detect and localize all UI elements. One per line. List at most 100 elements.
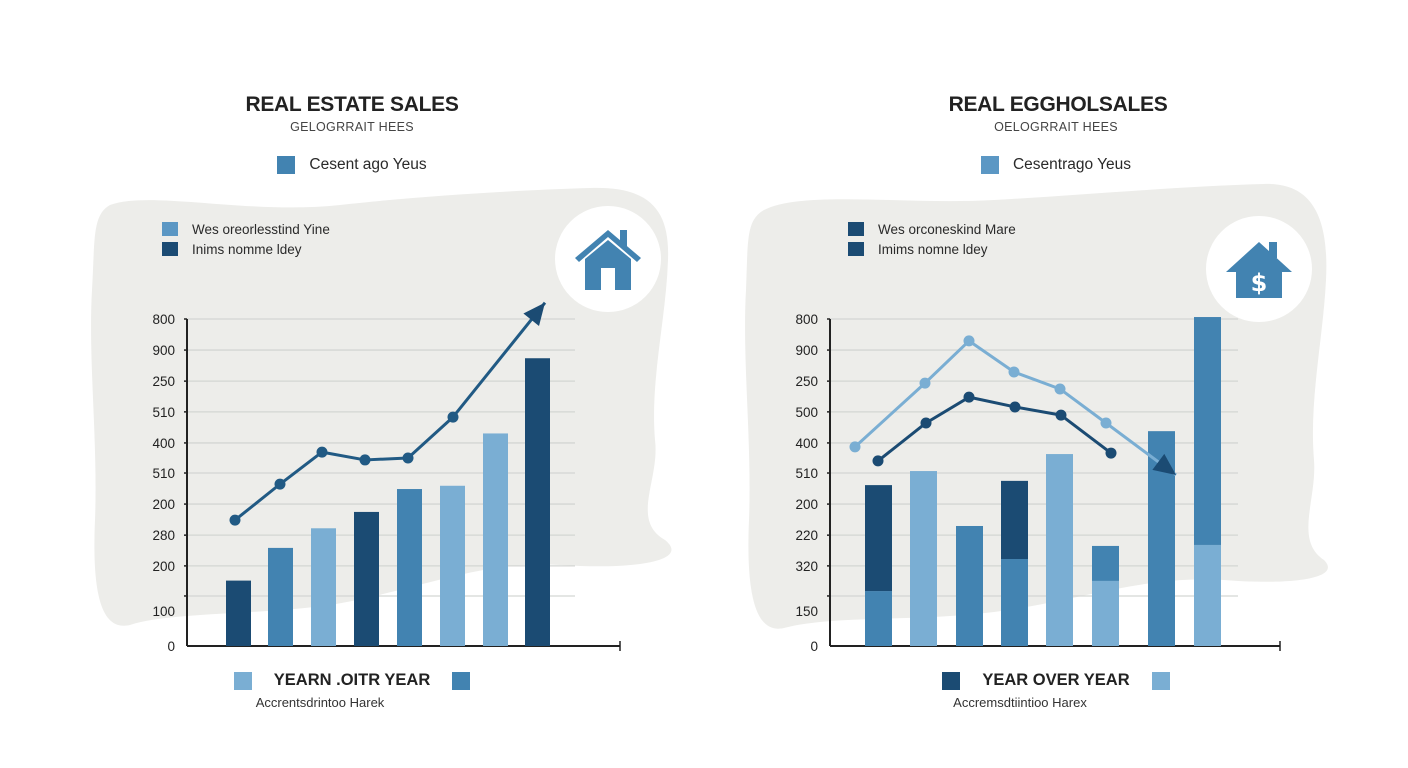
inner-legend-swatch [162,242,178,256]
y-tick-label: 200 [152,559,175,574]
bar [397,489,422,646]
inner-legend-label: Imims nomne ldey [878,241,988,257]
inner-legend: Wes oreorlesstind Yine Inims nomme ldey [162,219,330,259]
data-point [402,452,414,464]
left-chart-panel: REAL ESTATE SALES GELOGRRAIT HEES Cesent… [91,93,672,710]
inner-legend-item: Wes orconeskind Mare [848,219,1016,239]
bar-segment-top [1194,317,1221,545]
bar-segment-bottom [910,471,937,646]
house-dollar-icon-badge: $ [1206,216,1312,322]
chart-plot-area: 800 900 250 500 400 510 200 220 320 150 0 [795,312,1281,654]
data-point [920,417,932,429]
chart-subtitle: GELOGRRAIT HEES [290,120,414,134]
inner-legend-item: Imims nomne ldey [848,239,1016,259]
bar [440,485,465,646]
right-chart-panel: REAL EGGHOLSALES OELOGRRAIT HEES Cesentr… [704,0,1408,768]
y-tick-label: 500 [795,405,818,420]
y-tick-label: 200 [152,497,175,512]
top-legend-swatch [277,156,296,174]
data-point [274,478,286,490]
data-point [849,441,861,453]
bottom-legend: YEAR OVER YEAR [704,671,1408,690]
y-tick-label: 800 [152,312,175,327]
y-tick-label: 800 [795,312,818,327]
inner-legend-swatch [162,222,178,236]
y-tick-label: 280 [152,528,175,543]
bar [525,358,550,646]
inner-legend-label: Wes orconeskind Mare [878,221,1016,237]
data-point [1008,366,1020,378]
y-tick-label: 150 [795,604,818,619]
bar [226,580,251,646]
data-point [1100,417,1112,429]
chart-title: REAL ESTATE SALES [245,93,459,116]
bar-segment-top [1092,545,1119,581]
bar-segment-bottom [1092,580,1119,646]
bar-segment-top [1001,480,1028,560]
data-point [1105,447,1117,459]
bottom-legend-swatch-left [942,671,961,690]
bottom-legend-swatch-left [233,671,252,690]
bar-segment-bottom [1046,454,1073,646]
house-icon [575,230,641,290]
data-point [1054,383,1066,395]
chart-caption: Accremsdtiintioo Harex [953,695,1087,710]
bottom-legend-label: YEARN .OITR YEAR [273,671,431,689]
bar [268,547,293,646]
bar-segment-top [865,485,892,592]
bar-segment-bottom [956,525,983,646]
y-tick-label: 250 [152,374,175,389]
bar [311,528,336,646]
bottom-legend: YEARN .OITR YEAR [0,671,768,690]
y-tick-label: 100 [152,604,175,619]
svg-text:$: $ [1251,269,1268,297]
y-tick-label: 0 [167,639,175,654]
y-tick-label: 400 [795,436,818,451]
inner-legend-swatch [848,222,864,236]
y-tick-label: 200 [795,497,818,512]
y-tick-label: 220 [795,528,818,543]
bar-segment-bottom [865,591,892,646]
bottom-legend-swatch-right [1151,671,1170,690]
series-line-dark-line [877,395,1112,463]
y-tick-label: 320 [795,559,818,574]
inner-legend-label: Inims nomme ldey [192,241,302,257]
y-tick-label: 900 [795,343,818,358]
chart-subtitle: OELOGRRAIT HEES [994,120,1118,134]
inner-legend-item: Wes oreorlesstind Yine [162,219,330,239]
y-tick-label: 510 [152,466,175,481]
top-legend-label: Cesent ago Yeus [309,156,427,173]
house-dollar-icon: $ [1226,242,1292,298]
bottom-legend-label: YEAR OVER YEAR [982,671,1130,689]
y-tick-label: 250 [795,374,818,389]
inner-legend-item: Inims nomme ldey [162,239,330,259]
data-point [447,411,459,423]
bar-segment-bottom [1194,544,1221,646]
inner-legend-swatch [848,242,864,256]
chart-title: REAL EGGHOLSALES [948,93,1168,116]
data-point [963,391,975,403]
inner-legend-label: Wes oreorlesstind Yine [192,221,330,237]
top-legend: Cesent ago Yeus [0,156,774,174]
data-point [316,446,328,458]
trend-arrowhead [523,302,545,327]
bottom-legend-swatch-right [452,671,471,690]
top-legend-swatch [980,156,999,174]
data-point [1055,409,1067,421]
top-legend: Cesentrago Yeus [704,156,1408,174]
y-tick-label: 900 [152,343,175,358]
data-point [229,514,241,526]
bar [354,511,379,646]
y-tick-label: 510 [795,466,818,481]
data-point [872,455,884,467]
trend-arrowhead [1152,453,1176,475]
house-icon-badge [555,206,661,312]
y-tick-label: 400 [152,436,175,451]
chart-caption: Accrentsdrintoo Harek [255,695,385,710]
data-point [963,335,975,347]
bar [483,433,508,646]
data-point [1009,401,1021,413]
inner-legend: Wes orconeskind Mare Imims nomne ldey [848,219,1016,259]
y-tick-label: 510 [152,405,175,420]
bar-segment-bottom [1001,559,1028,646]
